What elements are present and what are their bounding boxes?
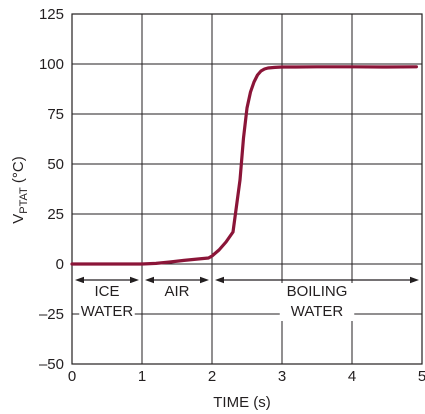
y-tick-label: 125 bbox=[39, 6, 64, 23]
plot-border bbox=[71, 13, 423, 365]
y-axis-title-main: V bbox=[10, 214, 27, 224]
region-arrow-head-left-air bbox=[145, 276, 154, 284]
x-axis-title: TIME (s) bbox=[213, 394, 271, 411]
y-axis-title-subscript: PTAT bbox=[18, 187, 30, 214]
x-tick-label: 0 bbox=[68, 368, 76, 385]
region-label-boiling: WATER bbox=[291, 303, 344, 320]
region-arrow-head-left-boiling bbox=[215, 276, 224, 284]
plot-frame bbox=[71, 13, 423, 365]
region-label-background-ice bbox=[79, 283, 135, 321]
y-axis-title: VPTAT (°C) bbox=[10, 156, 30, 224]
y-tick-label: –25 bbox=[39, 306, 64, 323]
data-series bbox=[70, 65, 418, 266]
x-tick-label: 1 bbox=[138, 368, 146, 385]
y-tick-label: 0 bbox=[56, 256, 64, 273]
region-label-air: AIR bbox=[164, 283, 189, 300]
region-label-background-boiling bbox=[279, 283, 355, 321]
region-label-ice: ICE bbox=[94, 283, 119, 300]
region-arrow-head-left-ice bbox=[75, 276, 84, 284]
y-tick-label: 75 bbox=[47, 106, 64, 123]
y-tick-label: –50 bbox=[39, 356, 64, 373]
y-tick-label: 100 bbox=[39, 56, 64, 73]
x-tick-label: 3 bbox=[278, 368, 286, 385]
region-arrow-head-right-air bbox=[200, 276, 209, 284]
region-label-boiling: BOILING bbox=[287, 283, 348, 300]
y-axis-title-unit: (°C) bbox=[10, 156, 27, 187]
region-annotations: ICE WATER AIR BOILING WATER bbox=[75, 276, 419, 321]
tick-labels: –50 –25 0 25 50 75 100 125 0 1 2 3 4 5 bbox=[39, 6, 425, 385]
y-tick-label: 25 bbox=[47, 206, 64, 223]
x-tick-label: 5 bbox=[418, 368, 425, 385]
data-line-0 bbox=[70, 65, 418, 266]
region-arrow-head-right-boiling bbox=[410, 276, 419, 284]
x-tick-label: 4 bbox=[348, 368, 356, 385]
region-label-background-air bbox=[158, 283, 196, 301]
region-arrow-head-right-ice bbox=[130, 276, 139, 284]
x-tick-label: 2 bbox=[208, 368, 216, 385]
y-tick-label: 50 bbox=[47, 156, 64, 173]
region-label-ice: WATER bbox=[81, 303, 134, 320]
